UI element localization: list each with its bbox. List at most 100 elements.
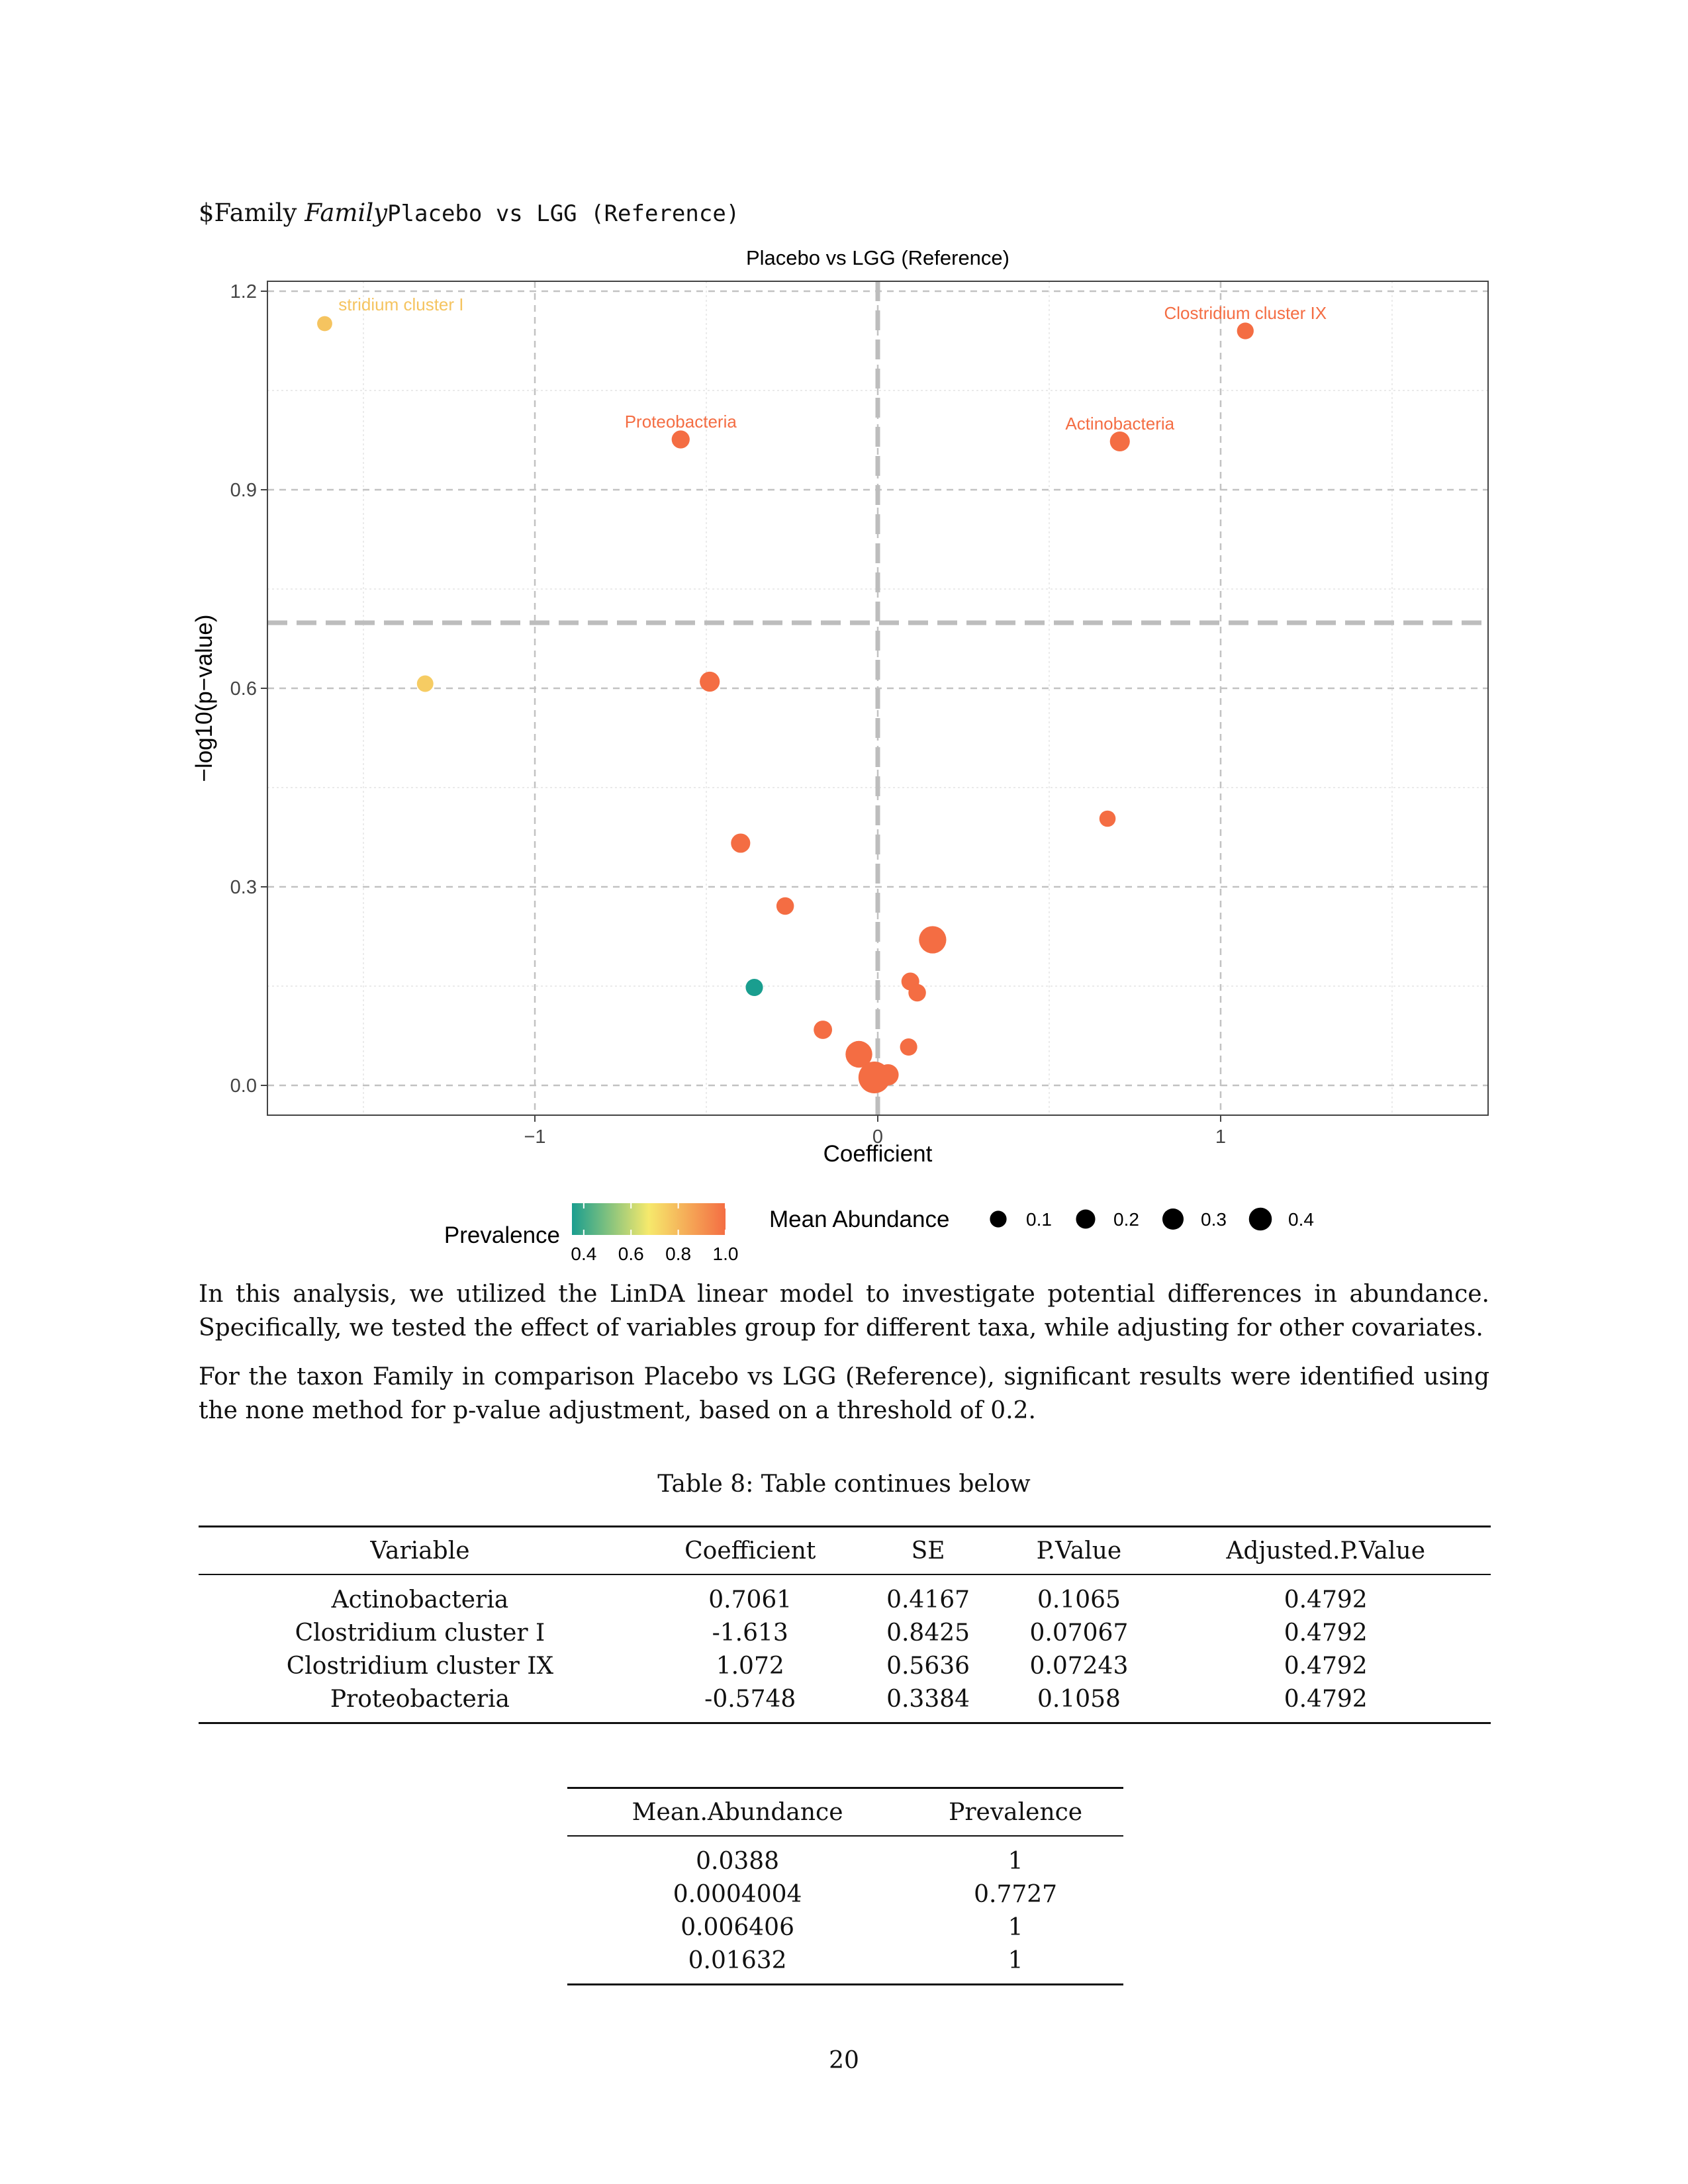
table-header-row: Mean.Abundance Prevalence: [567, 1788, 1123, 1837]
column-header: P.Value: [997, 1526, 1161, 1575]
table-cell: 1: [1008, 1913, 1023, 1941]
colorbar-tick-label: 0.8: [665, 1244, 691, 1264]
paragraph-2: For the taxon Family in comparison Place…: [199, 1363, 1489, 1424]
y-axis-label: −log10(p−value): [192, 615, 217, 782]
data-point: [745, 978, 763, 997]
point-label: Actinobacteria: [1065, 414, 1174, 433]
x-tick-label: 0: [872, 1126, 883, 1148]
table-cell: 0.07243: [1029, 1652, 1129, 1680]
table-cell: 0.1058: [1037, 1685, 1121, 1713]
table-cell: 0.0004004: [673, 1880, 802, 1908]
abundance-key-dot: [1162, 1208, 1184, 1230]
table-cell: 0.01632: [688, 1946, 787, 1974]
table-row: Actinobacteria 0.7061 0.4167 0.1065 0.4792: [199, 1574, 1491, 1616]
data-point: [858, 1062, 890, 1093]
abundance-key-label: 0.1: [1026, 1209, 1052, 1230]
table-caption: Table 8: Table continues below: [657, 1471, 1031, 1498]
table-cell: Actinobacteria: [331, 1586, 509, 1614]
data-point: [317, 316, 332, 332]
abundance-key-label: 0.4: [1288, 1209, 1314, 1230]
y-tick-label: 0.0: [230, 1075, 257, 1097]
colorbar-tick-label: 0.4: [571, 1244, 596, 1264]
abundance-key-label: 0.2: [1113, 1209, 1139, 1230]
volcano-plot: Placebo vs LGG (Reference) stridium clust…: [192, 246, 1489, 1264]
column-header: Variable: [199, 1526, 641, 1575]
table-row: Clostridium cluster IX 1.072 0.5636 0.07243…: [199, 1649, 1491, 1682]
table-cell: 0.7061: [708, 1586, 792, 1614]
abundance-key-dot: [1076, 1209, 1096, 1229]
data-point: [776, 897, 794, 915]
data-point: [416, 675, 434, 692]
results-table: Variable Coefficient SE P.Value Adjusted.P.V…: [199, 1525, 1491, 1724]
table-cell: 0.4792: [1284, 1586, 1368, 1614]
column-header: Coefficient: [641, 1526, 859, 1575]
data-point: [919, 926, 947, 954]
table-row: 0.006406 1: [567, 1911, 1123, 1944]
table-cell: Clostridium cluster IX: [286, 1652, 554, 1680]
data-point: [900, 1038, 917, 1056]
data-point: [700, 671, 720, 692]
table-row: 0.0388 1: [567, 1836, 1123, 1878]
point-label: stridium cluster I: [338, 295, 463, 314]
prevalence-legend-title: Prevalence: [444, 1222, 560, 1248]
x-tick-label: −1: [524, 1126, 545, 1148]
abundance-table: Mean.Abundance Prevalence 0.0388 1 0.000400…: [567, 1787, 1123, 1985]
table-cell: 1: [1008, 1847, 1023, 1875]
point-label: Proteobacteria: [625, 412, 737, 432]
abundance-key-dot: [990, 1210, 1007, 1228]
table-row: 0.0004004 0.7727: [567, 1878, 1123, 1911]
data-point: [1099, 810, 1116, 827]
table-cell: 0.4792: [1284, 1652, 1368, 1680]
abundance-key-label: 0.3: [1201, 1209, 1227, 1230]
table-cell: 0.006406: [680, 1913, 794, 1941]
heading-italic: Family: [305, 199, 388, 227]
page-number: 20: [829, 2047, 859, 2074]
table-cell: 1: [1008, 1946, 1023, 1974]
table-cell: -0.5748: [704, 1685, 796, 1713]
colorbar-tick-label: 0.6: [618, 1244, 644, 1264]
data-point: [671, 430, 690, 449]
table-cell: 0.4792: [1284, 1685, 1368, 1713]
x-tick-label: 1: [1215, 1126, 1226, 1148]
chart-title: Placebo vs LGG (Reference): [746, 246, 1009, 269]
table-cell: 0.4792: [1284, 1619, 1368, 1647]
table-cell: 0.07067: [1029, 1619, 1129, 1647]
y-tick-label: 0.9: [230, 480, 257, 501]
heading-prefix: $Family: [199, 199, 305, 227]
data-point: [814, 1021, 833, 1039]
table-cell: -1.613: [712, 1619, 788, 1647]
table-cell: 0.7727: [974, 1880, 1058, 1908]
table-cell: 0.8425: [886, 1619, 970, 1647]
data-point: [1237, 322, 1254, 340]
abundance-legend-title: Mean Abundance: [769, 1206, 949, 1232]
point-label: Clostridium cluster IX: [1164, 303, 1327, 323]
column-header: SE: [859, 1526, 998, 1575]
prevalence-colorbar: [572, 1203, 726, 1235]
table-cell: 0.5636: [886, 1652, 970, 1680]
y-tick-label: 0.6: [230, 678, 257, 700]
paragraph-1: In this analysis, we utilized the LinDA …: [199, 1281, 1489, 1342]
table-cell: 0.1065: [1037, 1586, 1121, 1614]
column-header: Mean.Abundance: [567, 1788, 908, 1837]
colorbar-tick-label: 1.0: [713, 1244, 739, 1264]
column-header: Adjusted.P.Value: [1160, 1526, 1491, 1575]
table-row: 0.01632 1: [567, 1944, 1123, 1985]
column-header: Prevalence: [908, 1788, 1123, 1837]
section-heading: $Family FamilyPlacebo vs LGG (Reference): [199, 199, 739, 227]
abundance-key-dot: [1248, 1207, 1272, 1231]
data-point: [845, 1040, 872, 1068]
table-cell: 0.3384: [886, 1685, 970, 1713]
table-row: Clostridium cluster I -1.613 0.8425 0.07067…: [199, 1616, 1491, 1649]
table-cell: Proteobacteria: [330, 1685, 510, 1713]
table-cell: 1.072: [716, 1652, 784, 1680]
table-cell: 0.0388: [696, 1847, 780, 1875]
y-tick-label: 0.3: [230, 877, 257, 898]
x-axis-label: Coefficient: [823, 1141, 933, 1167]
data-point: [731, 833, 751, 853]
heading-mono: Placebo vs LGG (Reference): [387, 201, 740, 227]
table-row: Proteobacteria -0.5748 0.3384 0.1058 0.4792: [199, 1682, 1491, 1723]
data-point: [1109, 431, 1130, 452]
table-header-row: Variable Coefficient SE P.Value Adjusted.P.V…: [199, 1526, 1491, 1575]
table-cell: Clostridium cluster I: [295, 1619, 545, 1647]
y-tick-label: 1.2: [230, 281, 257, 302]
